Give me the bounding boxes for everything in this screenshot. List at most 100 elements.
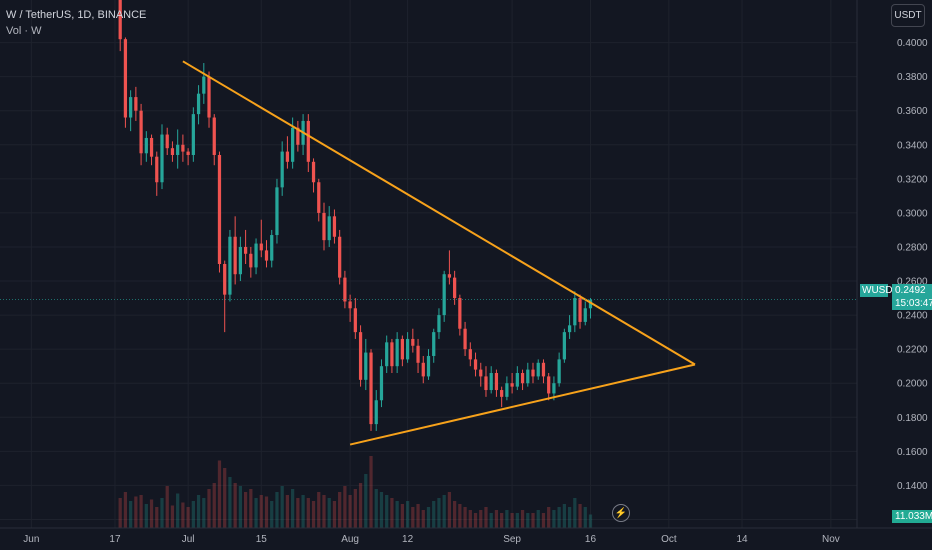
chart-grid xyxy=(0,0,857,528)
symbol-title[interactable]: W / TetherUS, 1D, BINANCE xyxy=(6,9,147,21)
candle-body xyxy=(311,161,316,183)
candle-body xyxy=(520,373,525,384)
symbol-price-tag: WUSDT xyxy=(860,284,899,297)
volume-bar xyxy=(536,510,540,528)
candle-body xyxy=(134,97,138,111)
candle-body xyxy=(223,264,227,295)
candle-body xyxy=(405,338,410,360)
candle-body xyxy=(123,39,128,118)
currency-button[interactable]: USDT xyxy=(891,4,925,27)
candle-body xyxy=(233,236,237,275)
volume-bar xyxy=(249,489,253,528)
volume-bar xyxy=(358,483,363,528)
candle-body xyxy=(510,383,514,387)
volume-bar xyxy=(390,498,394,528)
volume-bar xyxy=(432,501,436,528)
candle-body xyxy=(374,400,378,425)
candle-body xyxy=(144,137,148,154)
volume-bar xyxy=(421,510,425,528)
volume-bar xyxy=(416,504,420,528)
candles xyxy=(118,0,593,431)
candle-body xyxy=(170,148,175,155)
volume-bar xyxy=(453,501,457,528)
candle-body xyxy=(369,352,373,425)
y-tick-label: 0.2800 xyxy=(897,242,928,253)
x-axis-labels: Jun 17 Jul 15 Aug 12 Sep 16 Oct 14 Nov xyxy=(23,534,839,545)
trendline xyxy=(182,60,696,366)
volume-bar xyxy=(217,460,222,528)
volume-bar xyxy=(243,492,248,528)
candle-body xyxy=(259,243,263,251)
volume-bar xyxy=(343,486,347,528)
x-tick-label: Sep xyxy=(503,534,521,545)
volume-legend[interactable]: Vol · W xyxy=(6,25,42,37)
candle-body xyxy=(489,373,493,391)
candle-body xyxy=(588,299,593,309)
candle-body xyxy=(453,277,457,299)
volume-bar xyxy=(520,510,525,528)
volume-bar xyxy=(447,492,452,528)
volume-bar xyxy=(468,510,472,528)
volume-bar xyxy=(291,489,295,528)
candle-body xyxy=(411,338,415,346)
volume-bar xyxy=(285,495,290,528)
volume-bar xyxy=(212,483,216,528)
candle-body xyxy=(526,369,530,384)
candle-body xyxy=(505,383,509,397)
candle-body xyxy=(207,76,211,118)
volume-bar xyxy=(526,513,530,528)
volume-bar xyxy=(202,498,206,528)
volume-bars xyxy=(118,456,593,528)
volume-bar xyxy=(578,504,582,528)
y-tick-label: 0.2000 xyxy=(897,379,928,390)
candle-body xyxy=(573,298,577,326)
volume-bar xyxy=(583,507,587,528)
x-tick-label: 16 xyxy=(585,534,597,545)
candle-body xyxy=(275,187,279,236)
candle-body xyxy=(327,216,331,241)
x-tick-label: Jul xyxy=(182,534,195,545)
volume-bar xyxy=(186,507,190,528)
candle-body xyxy=(317,182,321,213)
candle-body xyxy=(306,120,310,162)
x-tick-label: Jun xyxy=(23,534,39,545)
volume-bar xyxy=(479,510,483,528)
volume-bar xyxy=(170,505,175,528)
candle-body xyxy=(562,332,566,360)
candle-body xyxy=(515,373,519,387)
volume-bar xyxy=(385,495,389,528)
candle-body xyxy=(583,308,587,322)
candle-body xyxy=(296,127,300,145)
candle-body xyxy=(567,325,572,333)
candle-body xyxy=(390,342,394,367)
y-tick-label: 0.1600 xyxy=(897,447,928,458)
volume-bar xyxy=(369,456,373,528)
candle-body xyxy=(442,274,446,316)
last-price-tag: 0.2492 xyxy=(892,284,932,297)
x-tick-label: 12 xyxy=(402,534,414,545)
volume-bar xyxy=(264,496,269,528)
volume-bar xyxy=(129,501,133,528)
volume-bar xyxy=(353,489,357,528)
candle-body xyxy=(343,277,347,302)
flash-icon[interactable]: ⚡ xyxy=(612,504,630,522)
candle-body xyxy=(468,349,472,360)
volume-bar xyxy=(317,492,321,528)
candle-body xyxy=(463,328,467,350)
y-tick-label: 0.4000 xyxy=(897,38,928,49)
volume-bar xyxy=(238,486,242,528)
candle-body xyxy=(395,338,399,367)
volume-bar xyxy=(411,507,415,528)
candle-body xyxy=(217,154,222,264)
candle-body xyxy=(291,127,295,162)
volume-bar xyxy=(515,513,519,528)
candle-body xyxy=(541,362,546,377)
candle-body xyxy=(196,93,201,115)
candle-body xyxy=(500,390,504,397)
trendline xyxy=(349,363,696,446)
countdown-tag: 15:03:47 xyxy=(892,297,932,310)
volume-value-tag: 11.033M xyxy=(892,510,932,523)
volume-bar xyxy=(306,498,310,528)
volume-bar xyxy=(458,504,462,528)
